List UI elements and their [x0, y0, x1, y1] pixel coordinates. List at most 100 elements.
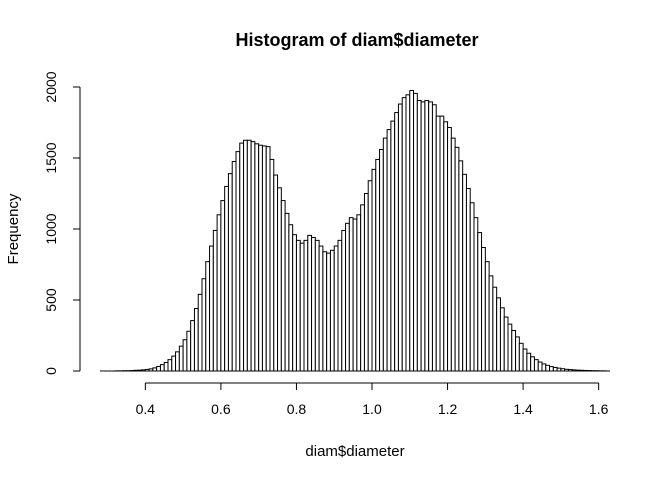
y-tick-label: 500: [43, 288, 59, 312]
histogram-bar: [409, 90, 415, 372]
histogram-bar: [144, 368, 150, 372]
histogram-bar: [469, 202, 475, 372]
histogram-bar: [488, 275, 494, 372]
histogram-bar: [178, 345, 184, 372]
histogram-bar: [137, 369, 143, 372]
histogram-bar: [443, 121, 449, 372]
histogram-bar: [269, 158, 275, 372]
histogram-bar: [465, 188, 471, 372]
histogram-bar: [556, 367, 562, 372]
histogram-bar: [341, 229, 347, 372]
x-tick-label: 1.0: [362, 401, 382, 417]
histogram-bar: [522, 348, 528, 372]
x-tick-label: 1.6: [589, 401, 609, 417]
histogram-bar: [503, 316, 509, 372]
histogram-bar: [299, 242, 305, 372]
y-tick-label: 1000: [43, 213, 59, 244]
histogram-bar: [367, 180, 373, 372]
histogram-bar: [193, 308, 199, 372]
histogram-bar: [564, 368, 569, 372]
histogram-bar: [314, 239, 320, 372]
x-axis-label: diam$diameter: [305, 443, 404, 460]
histogram-bar: [243, 139, 248, 372]
histogram-bar: [356, 214, 362, 372]
histogram-bar: [515, 336, 520, 372]
histogram-bar: [496, 297, 501, 372]
histogram-bar: [450, 137, 456, 372]
histogram-bar: [141, 369, 146, 372]
histogram-bar: [401, 97, 407, 372]
histogram-bar: [326, 252, 331, 372]
histogram-bar: [484, 261, 490, 372]
histogram-bar: [462, 173, 467, 372]
histogram-bar: [352, 218, 358, 372]
histogram-bar: [371, 168, 377, 372]
histogram-bar: [382, 137, 388, 372]
histogram-bar: [318, 245, 324, 372]
histogram-bar: [579, 369, 585, 372]
histogram-bar: [405, 94, 411, 372]
histogram-bar: [148, 368, 154, 372]
y-tick-label: 2000: [43, 71, 59, 102]
histogram-bar: [424, 99, 430, 372]
histogram-bar: [431, 104, 437, 372]
histogram-bar: [280, 200, 286, 372]
histogram-bar: [567, 369, 573, 372]
histogram-bar: [133, 369, 139, 372]
histogram-bar: [163, 361, 169, 372]
histogram-bar: [549, 366, 554, 372]
histogram-bar: [295, 239, 301, 372]
histogram-bar: [273, 174, 279, 372]
histogram-bar: [167, 359, 173, 372]
histogram-bar: [212, 229, 218, 372]
y-tick-label: 0: [43, 367, 59, 375]
x-tick-label: 0.8: [287, 401, 307, 417]
histogram-bar: [171, 355, 177, 372]
histogram-bar: [175, 351, 180, 372]
x-tick-label: 1.4: [513, 401, 533, 417]
histogram-bar: [348, 217, 354, 372]
histogram-bar: [246, 139, 252, 372]
histogram-bar: [458, 160, 464, 372]
y-axis: 0 500 1000 1500 2000: [43, 71, 81, 375]
histogram-bar: [205, 261, 211, 372]
histogram-bar: [537, 361, 543, 372]
histogram-bar: [231, 161, 237, 372]
histogram-bar: [439, 115, 445, 372]
histogram-bar: [156, 365, 161, 372]
histogram-bar: [345, 222, 350, 372]
histogram-bar: [507, 323, 513, 372]
histogram-bar: [560, 368, 566, 372]
histogram-bar: [571, 369, 577, 372]
histogram-bar: [454, 146, 460, 372]
histogram-bar: [545, 364, 551, 372]
histogram-bar: [420, 101, 426, 372]
histogram-bar: [447, 126, 452, 372]
histogram-bar: [511, 330, 517, 372]
histogram-bar: [265, 146, 271, 372]
histogram-bar: [258, 144, 263, 372]
histogram-bar: [216, 214, 222, 372]
histogram-bar: [413, 92, 418, 372]
histogram-bar: [201, 278, 207, 372]
histogram-bar: [375, 158, 381, 372]
histogram-bar: [292, 234, 297, 372]
histogram-bar: [254, 143, 260, 372]
x-tick-label: 0.6: [211, 401, 231, 417]
y-axis-label: Frequency: [5, 193, 22, 264]
histogram-bar: [360, 204, 365, 372]
histogram-bars: [100, 90, 610, 372]
histogram-bar: [397, 103, 403, 372]
histogram-bar: [152, 367, 158, 372]
histogram-bar: [386, 129, 392, 372]
histogram-bar: [190, 320, 195, 372]
histogram-bar: [182, 339, 188, 372]
histogram-bar: [333, 245, 339, 372]
histogram-bar: [499, 307, 505, 372]
histogram-bar: [363, 193, 369, 372]
histogram-bar: [492, 286, 498, 372]
histogram-bar: [239, 142, 245, 372]
histogram-bar: [220, 200, 226, 372]
histogram-bar: [284, 212, 290, 372]
